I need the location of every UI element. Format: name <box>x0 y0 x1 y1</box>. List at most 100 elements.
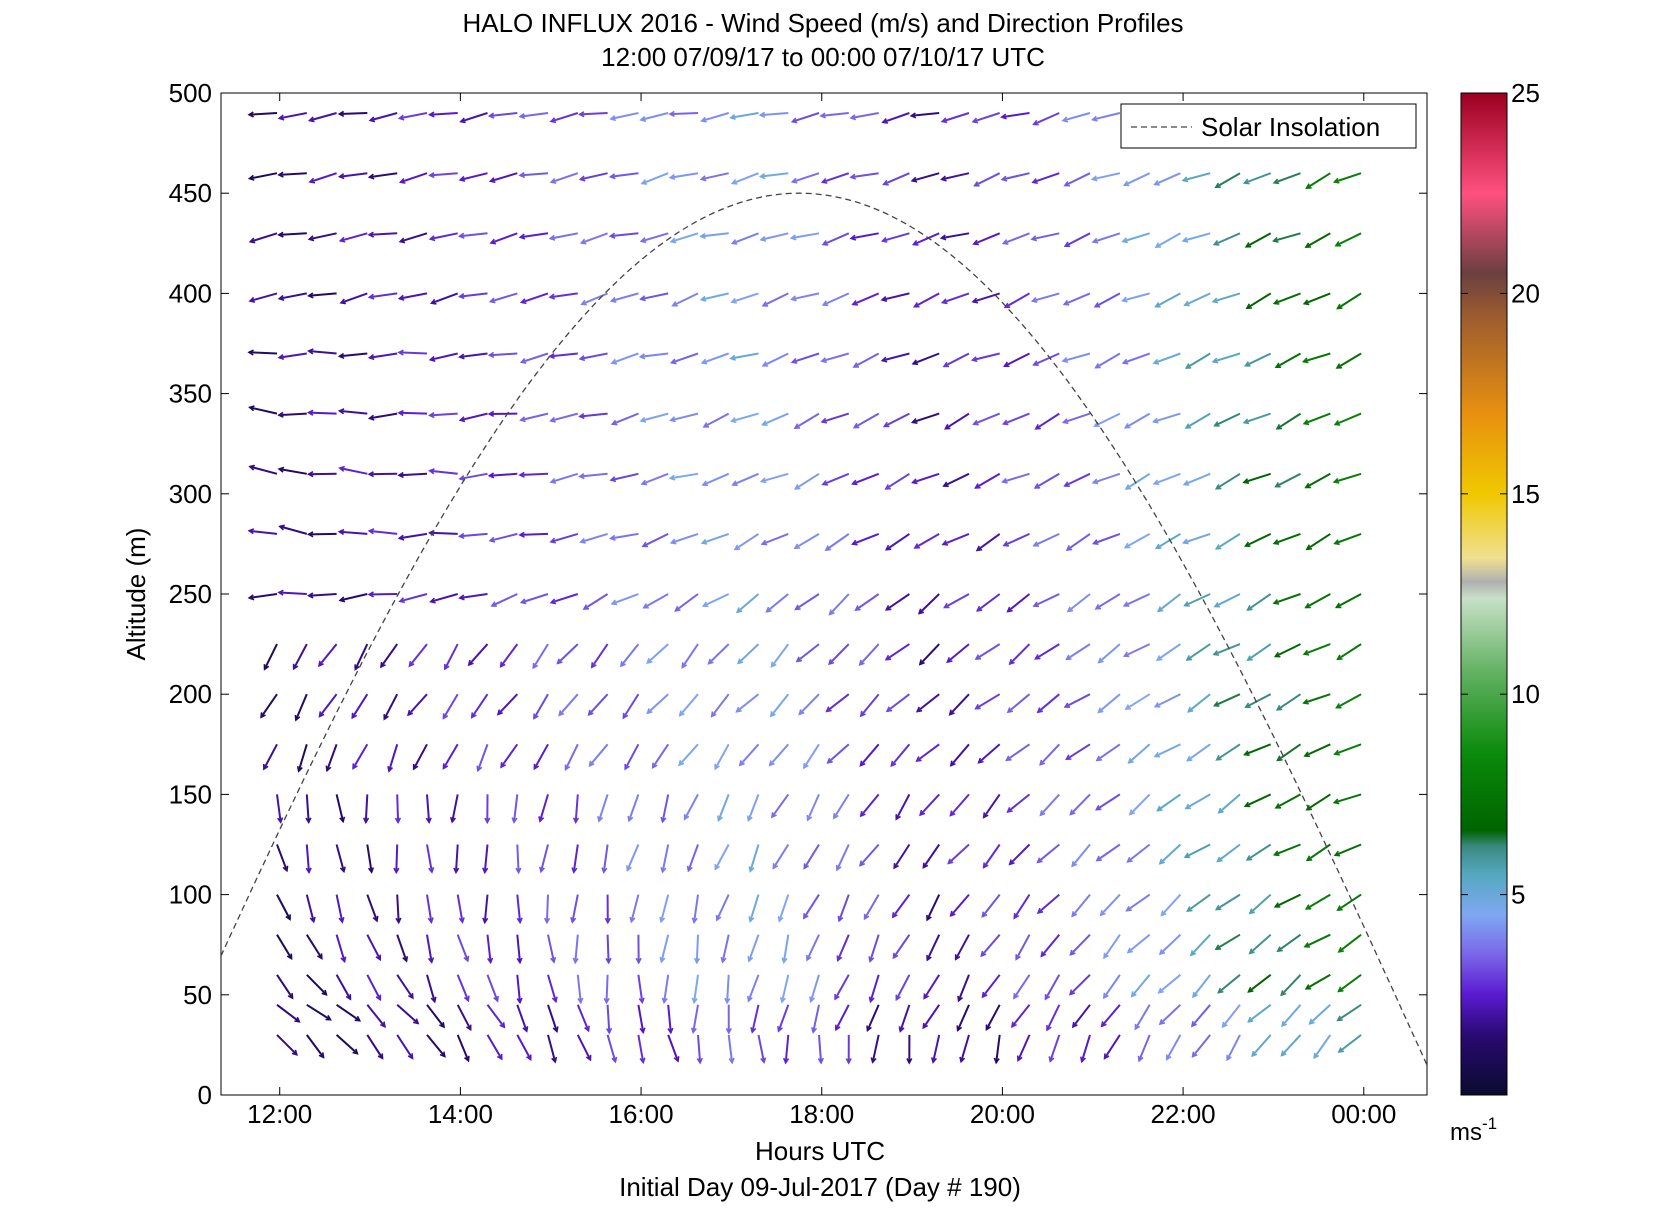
wind-vector <box>571 844 579 874</box>
wind-vector <box>1337 1034 1362 1054</box>
wind-vector <box>942 472 970 488</box>
wind-vector <box>1335 352 1362 369</box>
wind-vector <box>1071 893 1091 918</box>
wind-vector <box>484 794 491 825</box>
wind-vector <box>306 1003 332 1021</box>
wind-vector <box>1061 412 1091 425</box>
wind-vector <box>859 693 880 718</box>
wind-vector <box>1181 172 1211 183</box>
wind-vector <box>803 843 820 870</box>
wind-vector <box>880 292 910 302</box>
wind-vector <box>806 793 820 822</box>
y-tick-label: 200 <box>169 679 212 709</box>
wind-vector <box>1065 533 1091 551</box>
wind-vector <box>667 1034 680 1063</box>
wind-vector <box>1211 292 1241 304</box>
wind-vector <box>849 172 879 180</box>
wind-vector <box>691 974 699 1005</box>
wind-vector <box>1214 533 1241 550</box>
wind-vector <box>714 844 730 871</box>
wind-vector <box>730 412 759 424</box>
wind-vector <box>556 643 579 665</box>
wind-vector <box>486 974 499 1003</box>
wind-vector <box>781 934 790 964</box>
wind-vector <box>1121 352 1151 365</box>
wind-vector <box>1186 743 1211 762</box>
wind-vector <box>913 533 940 549</box>
wind-vector <box>911 232 940 246</box>
wind-vector <box>247 593 278 601</box>
wind-vector <box>558 693 579 717</box>
wind-vector <box>499 643 519 668</box>
wind-vector <box>891 894 911 919</box>
wind-vector <box>428 172 458 179</box>
wind-vector <box>1033 472 1060 489</box>
wind-vector <box>1333 743 1362 756</box>
wind-vector <box>519 412 549 423</box>
wind-vector <box>669 232 699 244</box>
wind-vector <box>336 1003 362 1022</box>
wind-vector <box>1095 843 1121 862</box>
wind-vector <box>730 172 759 185</box>
wind-vector <box>729 112 759 121</box>
wind-vector <box>1158 933 1182 956</box>
wind-vector <box>487 351 518 359</box>
wind-vector <box>519 292 549 305</box>
wind-vector <box>738 743 760 767</box>
wind-vector <box>1334 593 1362 609</box>
wind-vector <box>699 232 729 240</box>
wind-vector <box>601 844 609 874</box>
wind-vector <box>949 743 970 767</box>
wind-vector <box>1100 1004 1121 1028</box>
wind-vector <box>396 934 409 963</box>
wind-vector <box>518 232 549 240</box>
wind-vector <box>1272 532 1301 545</box>
wind-vector <box>735 693 760 713</box>
wind-vector <box>516 974 523 1005</box>
wind-vector <box>1274 472 1301 488</box>
wind-vector <box>639 412 669 423</box>
wind-vector <box>970 352 1000 363</box>
wind-vector <box>396 974 414 1000</box>
wind-vector <box>426 1004 446 1029</box>
wind-vector <box>795 643 820 663</box>
wind-vector <box>1272 593 1301 605</box>
wind-vector <box>397 112 428 121</box>
wind-vector <box>1103 934 1121 960</box>
wind-vector <box>367 172 398 180</box>
wind-vector <box>851 472 880 486</box>
wind-vector <box>248 292 278 303</box>
wind-vector <box>428 468 458 475</box>
wind-vector <box>609 532 639 541</box>
wind-vector <box>1276 743 1302 762</box>
wind-vector <box>824 533 850 551</box>
wind-vector <box>458 292 488 300</box>
wind-vector <box>515 844 522 875</box>
wind-vector <box>260 693 278 719</box>
wind-vector <box>1308 1004 1331 1025</box>
wind-vector <box>579 532 608 544</box>
wind-vector <box>426 894 434 924</box>
wind-vector <box>579 232 608 245</box>
wind-vector <box>1304 893 1331 910</box>
wind-vector <box>906 1034 913 1065</box>
wind-vector <box>820 352 850 364</box>
wind-vector <box>747 934 760 963</box>
wind-vector <box>1090 112 1121 122</box>
wind-vector <box>1123 412 1151 429</box>
wind-vector <box>717 794 730 823</box>
wind-vector <box>1280 1004 1302 1028</box>
wind-vector <box>1333 843 1362 857</box>
wind-vector <box>354 643 369 671</box>
wind-vector <box>1182 532 1211 545</box>
wind-vector <box>768 743 790 767</box>
wind-vector <box>1152 352 1181 365</box>
wind-vector <box>338 232 368 243</box>
wind-vector <box>993 1034 1001 1065</box>
wind-vector <box>396 1034 414 1060</box>
wind-vector <box>367 412 398 421</box>
wind-vector <box>276 1034 298 1056</box>
wind-vector <box>828 643 850 666</box>
wind-vector <box>702 412 730 428</box>
wind-vector <box>338 465 368 475</box>
